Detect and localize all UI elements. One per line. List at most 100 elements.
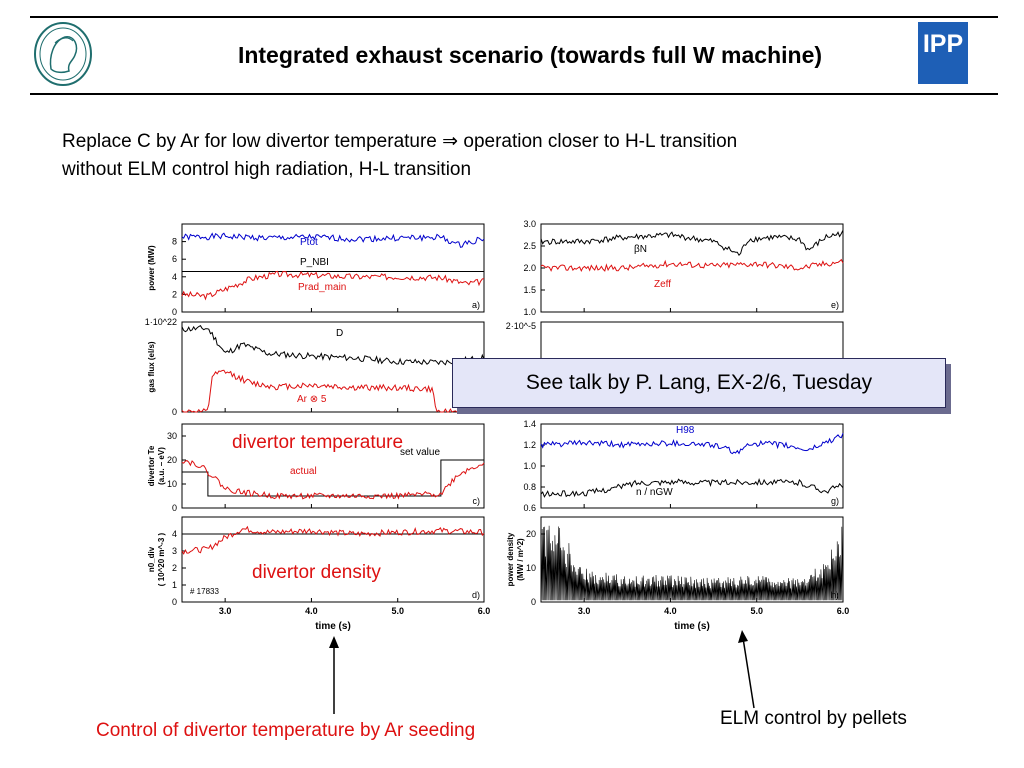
shot-number: # 17833	[190, 587, 219, 596]
x-tick-label: 5.0	[750, 606, 763, 616]
ipp-logo: IPP	[918, 22, 968, 84]
y-tick-label: 2.0	[523, 263, 536, 273]
y-axis-label-units: (MW / m^2)	[516, 538, 525, 581]
y-tick-label: 30	[167, 431, 177, 441]
y-axis-label: divertor Te	[147, 445, 156, 486]
x-tick-label: 3.0	[578, 606, 591, 616]
y-tick-label: 0.6	[523, 503, 536, 513]
x-tick-label: 4.0	[305, 606, 318, 616]
slide-title: Integrated exhaust scenario (towards ful…	[237, 42, 823, 68]
series-label: Prad_main	[298, 282, 346, 293]
y-axis-label-units: ( 10^20 m^-3 )	[157, 532, 166, 586]
x-tick-label: 5.0	[391, 606, 404, 616]
mpg-minerva-logo-icon	[34, 22, 92, 86]
implies-arrow: ⇒	[442, 131, 459, 152]
series-line--n	[540, 229, 844, 257]
y-tick-label: 4	[172, 272, 177, 282]
y-axis-label-units: (a.u. – eV)	[157, 447, 166, 485]
arrow-left	[329, 636, 339, 714]
y-tick-label: 2·10^-5	[506, 321, 536, 331]
y-tick-label: 0	[172, 597, 177, 607]
series-line-ptot	[181, 232, 485, 248]
y-tick-label: 0	[172, 307, 177, 317]
chart-panel-h: 0 10 20 3.0 4.0 5.0 6.0 time (s) power density (M…	[506, 516, 850, 632]
plot-frame	[181, 516, 485, 603]
series-label: βN	[634, 244, 647, 255]
series-label: Ar ⊗ 5	[297, 394, 327, 405]
series-line-h98	[540, 433, 844, 455]
y-tick-label: 6	[172, 254, 177, 264]
y-tick-label: 8	[172, 237, 177, 247]
x-tick-label: 4.0	[664, 606, 677, 616]
y-axis-label: n0_div	[147, 546, 156, 572]
y-tick-label: 4	[172, 529, 177, 539]
y-tick-label: 1.5	[523, 285, 536, 295]
y-tick-label: 2	[172, 563, 177, 573]
y-tick-label: 0	[531, 597, 536, 607]
chart-panel-d: 0 1 2 3 4 3.0 4.0 5.0 6.0 time (s) n0_div( 10^20 m…	[147, 516, 491, 632]
series-line-elm-bursts	[540, 525, 844, 601]
y-tick-label: 1.0	[523, 461, 536, 471]
panel-tag: e)	[831, 300, 839, 310]
series-line-zeff	[540, 258, 844, 272]
callout-box: See talk by P. Lang, EX-2/6, Tuesday	[452, 358, 946, 408]
callout-text: See talk by P. Lang, EX-2/6, Tuesday	[525, 371, 873, 394]
x-tick-label: 6.0	[478, 606, 491, 616]
y-tick-label: 1.4	[523, 419, 536, 429]
x-tick-label: 6.0	[837, 606, 850, 616]
series-line-set-value	[182, 459, 484, 497]
series-line-d	[181, 325, 485, 366]
caption-ar-seeding: Control of divertor temperature by Ar se…	[96, 720, 476, 741]
series-line-actual	[181, 460, 485, 500]
intro-line-1-start: Replace C by Ar for low divertor tempera…	[62, 131, 443, 152]
series-label: set value	[400, 447, 440, 458]
intro-line-1-end: operation closer to H-L transition	[458, 131, 738, 152]
y-tick-label: 1.2	[523, 440, 536, 450]
plot-frame	[181, 223, 485, 313]
intro-line-2: without ELM control high radiation, H-L …	[62, 159, 472, 180]
series-label: Zeff	[654, 279, 671, 290]
series-line-n0-div	[181, 525, 485, 555]
header-rule	[30, 93, 998, 95]
plot-frame	[181, 423, 485, 509]
series-line-ar-5	[181, 369, 485, 413]
panel-tag: a)	[472, 300, 480, 310]
y-tick-label: 0	[172, 503, 177, 513]
series-label: P_NBI	[300, 257, 329, 268]
y-tick-label: 10	[526, 563, 536, 573]
series-label: n / nGW	[636, 487, 673, 498]
caption-elm-control: ELM control by pellets	[720, 708, 907, 729]
y-tick-label: 2.5	[523, 241, 536, 251]
y-tick-label: 3.0	[523, 219, 536, 229]
plot-frame	[181, 321, 485, 413]
panel-tag: d)	[472, 590, 480, 600]
series-line-n-ngw	[540, 477, 844, 498]
y-tick-label: 2	[172, 289, 177, 299]
x-axis-label: time (s)	[674, 621, 710, 632]
series-label: D	[336, 328, 343, 339]
y-axis-label: gas flux (el/s)	[147, 341, 156, 392]
y-axis-label: power density	[506, 532, 515, 586]
y-tick-label: 3	[172, 546, 177, 556]
series-label: H98	[676, 425, 695, 436]
chart-panel-a: 0 2 4 6 8 power (MW) a) Ptot P_NBI Prad_main	[147, 223, 485, 317]
y-tick-label: 1	[172, 580, 177, 590]
overlay-divertor-density: divertor density	[252, 562, 381, 583]
chart-panel-c: 0 10 20 30 divertor Te (a.u. – eV) c) set value…	[147, 423, 485, 513]
x-tick-label: 3.0	[219, 606, 232, 616]
y-tick-label: 20	[167, 455, 177, 465]
y-tick-label: 10	[167, 479, 177, 489]
y-tick-label: 20	[526, 529, 536, 539]
panel-tag: c)	[473, 496, 481, 506]
y-axis-label: power (MW)	[147, 245, 156, 291]
y-tick-label: 1·10^22	[145, 317, 177, 327]
y-tick-label: 0.8	[523, 482, 536, 492]
intro-text: Replace C by Ar for low divertor tempera…	[62, 128, 737, 184]
chart-panel-e: 1.0 1.5 2.0 2.5 3.0 e) βN Zeff	[523, 219, 844, 317]
chart-panel-g: 0.6 0.8 1.0 1.2 1.4 g) H98 n / nGW	[523, 419, 844, 513]
top-rule	[30, 16, 998, 18]
series-label: Ptot	[300, 237, 318, 248]
overlay-divertor-temperature: divertor temperature	[232, 432, 404, 453]
